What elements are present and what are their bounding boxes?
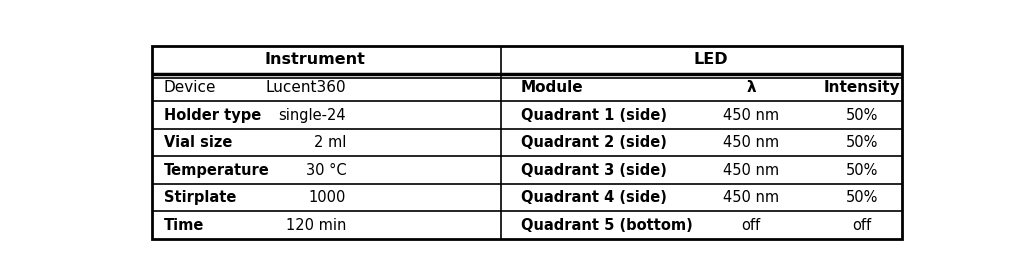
- Text: 450 nm: 450 nm: [723, 135, 779, 150]
- Text: Instrument: Instrument: [264, 53, 365, 68]
- Text: Holder type: Holder type: [164, 108, 261, 123]
- Text: 450 nm: 450 nm: [723, 108, 779, 123]
- Text: 1000: 1000: [309, 190, 346, 205]
- Text: Quadrant 4 (side): Quadrant 4 (side): [521, 190, 667, 205]
- Text: 450 nm: 450 nm: [723, 163, 779, 178]
- Text: λ: λ: [746, 80, 756, 95]
- Text: 50%: 50%: [846, 108, 879, 123]
- Text: 450 nm: 450 nm: [723, 190, 779, 205]
- Text: Quadrant 1 (side): Quadrant 1 (side): [521, 108, 667, 123]
- Text: Module: Module: [521, 80, 584, 95]
- Text: Quadrant 5 (bottom): Quadrant 5 (bottom): [521, 218, 692, 233]
- Text: off: off: [853, 218, 871, 233]
- Text: Lucent360: Lucent360: [265, 80, 346, 95]
- Text: Vial size: Vial size: [164, 135, 232, 150]
- Text: Quadrant 3 (side): Quadrant 3 (side): [521, 163, 667, 178]
- Text: Quadrant 2 (side): Quadrant 2 (side): [521, 135, 667, 150]
- Text: 50%: 50%: [846, 163, 879, 178]
- Text: Time: Time: [164, 218, 204, 233]
- Text: 50%: 50%: [846, 135, 879, 150]
- Text: 50%: 50%: [846, 190, 879, 205]
- Text: 120 min: 120 min: [286, 218, 346, 233]
- Text: Stirplate: Stirplate: [164, 190, 237, 205]
- Text: 2 ml: 2 ml: [314, 135, 346, 150]
- Text: Device: Device: [164, 80, 216, 95]
- Text: single-24: single-24: [279, 108, 346, 123]
- Text: Intensity: Intensity: [823, 80, 900, 95]
- Text: off: off: [741, 218, 761, 233]
- Text: LED: LED: [694, 53, 729, 68]
- Text: Temperature: Temperature: [164, 163, 269, 178]
- Text: 30 °C: 30 °C: [305, 163, 346, 178]
